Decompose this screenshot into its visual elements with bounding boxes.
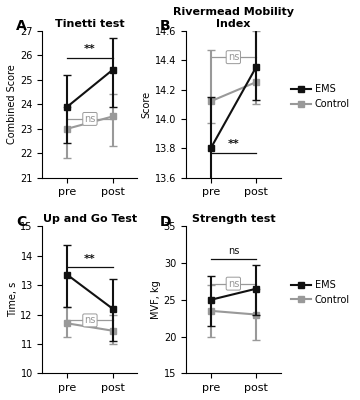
Text: ns: ns <box>228 246 239 256</box>
Title: Tinetti test: Tinetti test <box>55 18 125 28</box>
Legend: EMS, Control: EMS, Control <box>288 276 354 309</box>
Title: Rivermead Mobility
Index: Rivermead Mobility Index <box>173 7 294 28</box>
Text: D: D <box>159 214 171 228</box>
Text: ns: ns <box>84 316 96 326</box>
Y-axis label: Combined Score: Combined Score <box>8 64 17 144</box>
Y-axis label: Score: Score <box>142 91 152 118</box>
Text: ns: ns <box>228 279 239 289</box>
Y-axis label: MVF, kg: MVF, kg <box>151 280 161 319</box>
Text: A: A <box>16 19 27 33</box>
Text: **: ** <box>228 139 239 149</box>
Text: ns: ns <box>84 114 96 124</box>
Text: **: ** <box>84 44 96 54</box>
Text: B: B <box>159 19 170 33</box>
Title: Up and Go Test: Up and Go Test <box>43 214 137 224</box>
Title: Strength test: Strength test <box>192 214 275 224</box>
Y-axis label: Time, s: Time, s <box>8 282 18 318</box>
Legend: EMS, Control: EMS, Control <box>288 80 354 113</box>
Text: **: ** <box>84 254 96 264</box>
Text: ns: ns <box>228 52 239 62</box>
Text: C: C <box>16 214 26 228</box>
